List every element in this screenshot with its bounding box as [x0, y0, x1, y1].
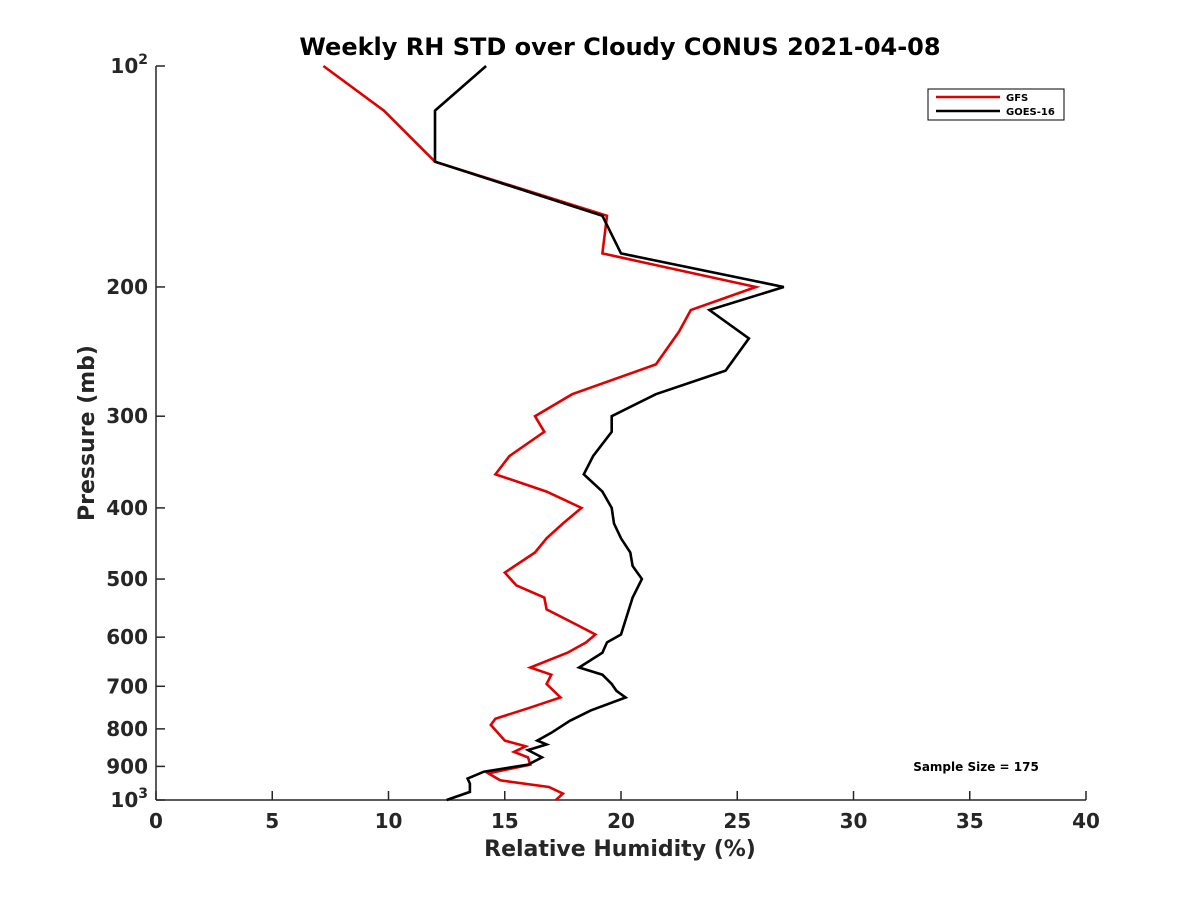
sample-size-annotation: Sample Size = 175 — [913, 760, 1039, 774]
y-tick-label-exponent: 2 — [138, 52, 148, 68]
x-axis-label: Relative Humidity (%) — [484, 837, 756, 862]
y-tick-label: 900 — [106, 754, 148, 778]
x-tick-label: 30 — [840, 809, 868, 833]
x-tick-label: 0 — [149, 809, 163, 833]
legend-label-gfs: GFS — [1006, 93, 1028, 104]
series-lines — [322, 64, 785, 802]
x-tick-label: 10 — [375, 809, 403, 833]
y-tick-label-base: 10 — [110, 54, 138, 78]
x-tick-label: 5 — [265, 809, 279, 833]
y-tick-label: 800 — [106, 717, 148, 741]
y-tick-label: 700 — [106, 674, 148, 698]
y-tick-label-exponent: 3 — [138, 786, 148, 802]
x-tick-label: 40 — [1072, 809, 1100, 833]
x-ticks: 0 5 10 15 20 25 30 35 40 — [149, 791, 1100, 833]
y-axis-label: Pressure (mb) — [75, 345, 100, 521]
x-tick-label: 15 — [491, 809, 519, 833]
y-tick-label: 600 — [106, 625, 148, 649]
y-tick-label: 102 — [110, 52, 148, 78]
x-tick-label: 25 — [723, 809, 751, 833]
chart-title: Weekly RH STD over Cloudy CONUS 2021-04-… — [299, 33, 940, 61]
y-tick-label-base: 10 — [110, 788, 138, 812]
x-tick-label: 20 — [607, 809, 635, 833]
y-tick-label: 500 — [106, 567, 148, 591]
series-line-goes16 — [433, 65, 785, 802]
y-tick-label: 300 — [106, 404, 148, 428]
y-tick-label: 200 — [106, 275, 148, 299]
x-tick-label: 35 — [956, 809, 984, 833]
y-tick-label: 103 — [110, 786, 148, 812]
legend: GFS GOES-16 — [927, 88, 1065, 121]
legend-box — [927, 88, 1065, 121]
legend-label-goes16: GOES-16 — [1006, 107, 1055, 118]
y-tick-label: 400 — [106, 496, 148, 520]
series-line-gfs — [322, 64, 761, 801]
